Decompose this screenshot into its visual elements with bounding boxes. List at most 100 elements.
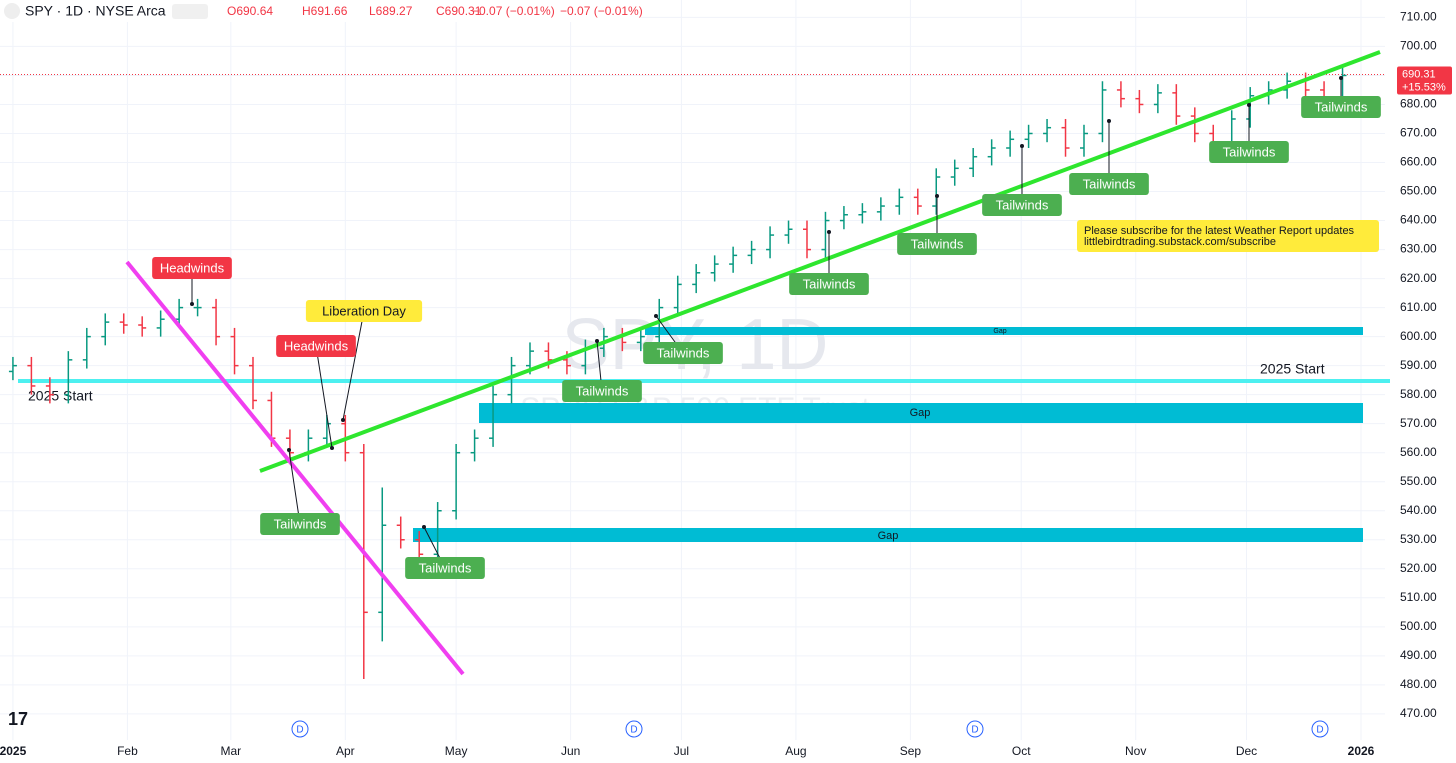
change-label: +15.53%: [1402, 81, 1446, 93]
annotation-label: Tailwinds: [803, 276, 856, 291]
y-tick-label: 640.00: [1400, 213, 1437, 227]
gap-label: Gap: [910, 407, 931, 419]
annotation-box: [562, 380, 642, 402]
annotation-box: [789, 273, 869, 295]
y-tick-label: 470.00: [1400, 706, 1437, 720]
annotation-label: Headwinds: [160, 260, 225, 275]
y-tick-label: 510.00: [1400, 590, 1437, 604]
y-tick-label: 480.00: [1400, 677, 1437, 691]
annotation-box: [152, 257, 232, 279]
pointer-dot: [422, 525, 426, 529]
dividend-marker: [625, 720, 643, 738]
dividend-marker: [291, 720, 309, 738]
y-tick-label: 520.00: [1400, 561, 1437, 575]
level-label: 2025 Start: [1260, 361, 1325, 377]
annotation-label: Liberation Day: [322, 303, 406, 318]
y-tick-label: 590.00: [1400, 358, 1437, 372]
y-tick-label: 540.00: [1400, 503, 1437, 517]
y-tick-label: 710.00: [1400, 10, 1437, 24]
dividend-label: D: [1316, 725, 1323, 736]
x-tick-label: Sep: [900, 744, 922, 758]
price-axis: [1390, 0, 1456, 763]
pointer: [288, 449, 301, 525]
y-tick-label: 490.00: [1400, 648, 1437, 662]
pointer-dot: [1339, 76, 1343, 80]
annotation-box: [643, 342, 723, 364]
annotation-label: Tailwinds: [1083, 176, 1136, 191]
annotation-label: Tailwinds: [419, 560, 472, 575]
ohlc-high: H691.66: [302, 4, 348, 18]
annotation-label: Tailwinds: [274, 516, 327, 531]
gap-label: Gap: [993, 328, 1006, 335]
note-box: [1077, 220, 1379, 252]
annotation-box: [897, 233, 977, 255]
annotation-box: [1301, 96, 1381, 118]
annotation-box: [1209, 141, 1289, 163]
annotation-label: Tailwinds: [657, 345, 710, 360]
level-label: 2025 Start: [28, 388, 93, 404]
annotation-box: [276, 335, 356, 357]
gap-zone: [645, 327, 1363, 335]
y-tick-label: 680.00: [1400, 97, 1437, 111]
symbol-icon: [4, 3, 20, 19]
y-tick-label: 610.00: [1400, 300, 1437, 314]
pointer-dot: [935, 194, 939, 198]
annotation-box: [405, 557, 485, 579]
x-tick-label: Oct: [1012, 744, 1031, 758]
pointer-dot: [595, 339, 599, 343]
ohlc-close: C690.31: [436, 4, 482, 18]
gap-zone: [413, 528, 1363, 542]
annotation-label: Tailwinds: [1315, 99, 1368, 114]
annotation-label: Tailwinds: [1223, 144, 1276, 159]
x-tick-label: Aug: [785, 744, 806, 758]
annotation-label: Tailwinds: [911, 236, 964, 251]
pointer-dot: [1107, 119, 1111, 123]
logo: 17: [8, 709, 28, 729]
annotation-box: [260, 513, 340, 535]
x-tick-label: May: [445, 744, 468, 758]
header-bg: [0, 0, 640, 22]
y-tick-label: 630.00: [1400, 242, 1437, 256]
annotation-box: [982, 194, 1062, 216]
x-tick-label: 2025: [0, 744, 27, 758]
pointer-dot: [190, 302, 194, 306]
pointer: [315, 345, 333, 449]
pointer-dot: [827, 230, 831, 234]
y-tick-label: 550.00: [1400, 474, 1437, 488]
symbol: SPY · 1D · NYSE Arca: [25, 3, 166, 19]
annotation-label: Tailwinds: [996, 197, 1049, 212]
annotation-box: [305, 300, 423, 322]
badge: [172, 4, 208, 19]
dividend-label: D: [630, 725, 637, 736]
x-tick-label: Apr: [336, 744, 355, 758]
trend-line: [125, 260, 465, 676]
y-tick-label: 700.00: [1400, 39, 1437, 53]
ohlc-open: O690.64: [227, 4, 273, 18]
change: −0.07 (−0.01%): [472, 4, 555, 18]
annotations: Headwinds Liberation Day Headwinds Tailwind…: [152, 76, 1381, 579]
x-tick-label: Mar: [220, 744, 241, 758]
note-text: littlebirdtrading.substack.com/subscribe: [1084, 236, 1276, 248]
pointer-dot: [654, 314, 658, 318]
trend-line: [259, 50, 1381, 473]
y-tick-label: 650.00: [1400, 184, 1437, 198]
pointer-dot: [287, 448, 291, 452]
x-tick-label: Dec: [1236, 744, 1257, 758]
x-tick-label: Jun: [561, 744, 580, 758]
last-price-label: 690.31: [1402, 68, 1436, 80]
y-tick-label: 660.00: [1400, 155, 1437, 169]
dividend-marker: [1311, 720, 1329, 738]
y-tick-label: 530.00: [1400, 532, 1437, 546]
pointer-dot: [341, 418, 345, 422]
dividend-label: D: [296, 725, 303, 736]
x-tick-label: Feb: [117, 744, 138, 758]
y-tick-label: 580.00: [1400, 387, 1437, 401]
annotation-box: [1069, 173, 1149, 195]
x-tick-label: Jul: [674, 744, 689, 758]
note-text: Please subscribe for the latest Weather …: [1084, 225, 1355, 237]
pointer-dot: [1020, 144, 1024, 148]
ohlc-low: L689.27: [369, 4, 413, 18]
grid: [0, 0, 1385, 740]
annotation-label: Headwinds: [284, 338, 349, 353]
